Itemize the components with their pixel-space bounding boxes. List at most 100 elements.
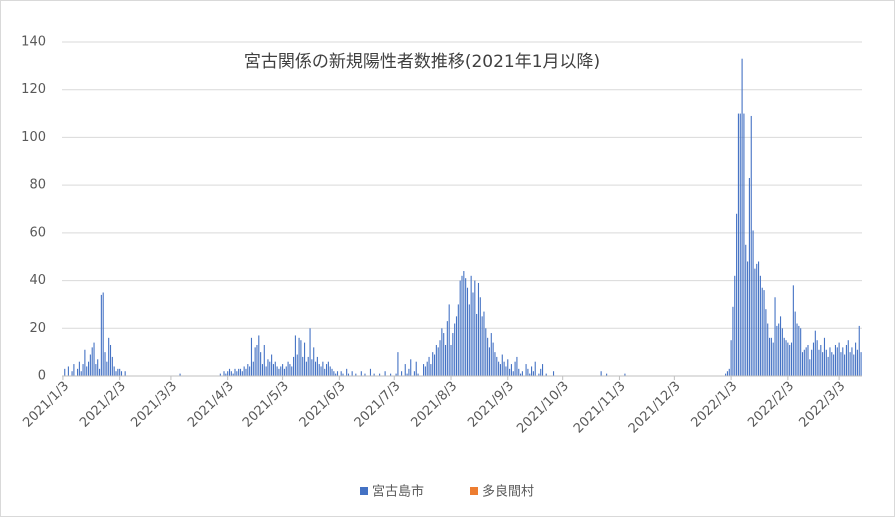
bar	[747, 261, 749, 376]
bar	[820, 344, 822, 376]
bar	[505, 366, 507, 376]
bar	[298, 337, 300, 376]
y-tick-label: 20	[29, 321, 46, 336]
bar	[725, 373, 727, 376]
bar	[100, 294, 102, 376]
bar	[778, 323, 780, 376]
bar	[369, 368, 372, 376]
bar	[814, 330, 816, 376]
bar	[452, 333, 454, 376]
bar	[520, 373, 522, 376]
bar	[512, 371, 514, 376]
bar	[812, 342, 815, 376]
bar	[250, 337, 253, 376]
bar	[104, 352, 106, 376]
bar	[271, 354, 273, 376]
bar	[325, 364, 328, 376]
bar	[395, 373, 397, 376]
bar	[509, 368, 511, 376]
bar	[801, 352, 804, 376]
bar	[415, 361, 417, 376]
bar	[796, 323, 798, 376]
bar	[827, 356, 829, 376]
bar	[790, 342, 793, 376]
bar	[531, 366, 533, 376]
bar	[734, 275, 736, 376]
bar	[280, 366, 282, 376]
bar	[73, 364, 75, 376]
bar	[239, 368, 242, 376]
bar	[811, 349, 813, 376]
bar	[844, 354, 846, 376]
bar	[474, 280, 476, 376]
bar	[842, 347, 844, 376]
bar	[770, 337, 772, 376]
bar	[346, 368, 348, 376]
bar	[335, 373, 337, 376]
bar	[282, 364, 284, 376]
y-tick-label: 40	[29, 273, 46, 288]
bar	[111, 356, 113, 376]
bar	[265, 366, 267, 376]
bar	[856, 349, 858, 376]
bar	[492, 342, 494, 376]
bar	[465, 278, 467, 376]
bar	[82, 364, 84, 376]
bar	[789, 344, 791, 376]
bar	[816, 340, 818, 376]
bar	[477, 282, 480, 376]
bar	[93, 342, 95, 376]
bar	[263, 344, 265, 376]
bar	[763, 290, 765, 376]
bar	[496, 356, 498, 376]
bar	[540, 368, 542, 376]
legend-swatch	[470, 487, 478, 495]
bar	[756, 263, 758, 376]
bar	[772, 342, 774, 376]
bar	[624, 373, 626, 376]
bar	[542, 364, 544, 376]
bar	[800, 328, 802, 376]
bar	[261, 364, 264, 376]
bar	[435, 344, 437, 376]
bar	[314, 361, 317, 376]
bar	[225, 373, 227, 376]
bar	[745, 244, 747, 376]
bar	[269, 361, 271, 376]
bar	[809, 359, 811, 376]
bar	[245, 368, 247, 376]
bar	[360, 371, 362, 376]
bar	[289, 364, 291, 376]
bar	[238, 368, 240, 376]
bar	[552, 371, 555, 376]
bar	[600, 371, 602, 376]
y-tick-label: 100	[21, 130, 46, 145]
bar	[267, 359, 269, 376]
bar	[483, 311, 485, 376]
bar	[423, 364, 425, 376]
bar	[417, 373, 419, 376]
bar	[296, 354, 298, 376]
bar	[232, 373, 234, 376]
bar	[285, 366, 287, 376]
bar	[276, 366, 278, 376]
bar	[834, 344, 837, 376]
bar	[767, 323, 769, 376]
bar	[538, 373, 540, 376]
bar	[342, 373, 344, 376]
bar	[488, 347, 491, 376]
bar	[304, 342, 306, 376]
bar	[91, 347, 93, 376]
bar	[71, 371, 73, 376]
bar	[781, 328, 783, 376]
bar	[397, 352, 399, 376]
bar	[783, 337, 785, 376]
bar	[468, 304, 470, 376]
bar	[430, 364, 432, 376]
bar	[219, 373, 221, 376]
bar	[527, 368, 529, 376]
bar	[283, 368, 285, 376]
bar	[461, 275, 463, 376]
bar	[476, 313, 478, 376]
